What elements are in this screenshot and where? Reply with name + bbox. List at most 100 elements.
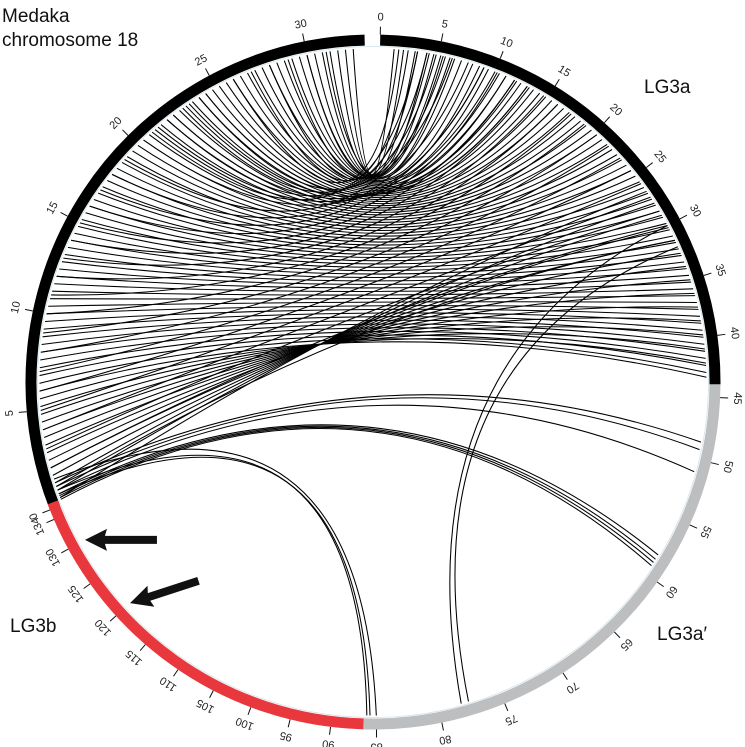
tick-mark: [604, 116, 611, 124]
ideogram-lg3a_prime: [363, 384, 721, 730]
tick-mark: [689, 524, 698, 529]
synteny-link: [39, 334, 707, 377]
synteny-link: [40, 183, 642, 412]
synteny-link: [205, 86, 528, 196]
tick-label: 110: [158, 674, 179, 694]
segment-label-medaka18-line2: chromosome 18: [2, 30, 138, 51]
tick-mark: [710, 462, 719, 466]
tick-mark: [440, 33, 444, 42]
synteny-link: [157, 71, 496, 202]
tick-label: 20: [607, 101, 624, 118]
tick-mark: [139, 644, 146, 651]
synteny-link: [160, 124, 598, 216]
synteny-link: [56, 239, 675, 487]
synteny-link: [111, 173, 640, 240]
tick-mark: [83, 583, 91, 589]
synteny-link: [148, 134, 608, 221]
synteny-link: [198, 56, 446, 190]
synteny-link: [46, 123, 585, 315]
synteny-link: [43, 134, 598, 334]
synteny-link: [352, 49, 395, 175]
tick-label: 55: [697, 524, 713, 540]
synteny-link: [166, 52, 428, 197]
tick-label: 80: [438, 732, 452, 746]
tick-mark: [679, 214, 688, 220]
synteny-link: [56, 274, 690, 289]
tick-label: 105: [195, 696, 217, 715]
ideogram-medaka18: [25, 34, 365, 510]
synteny-link: [48, 252, 681, 461]
synteny-link: [40, 326, 704, 415]
tick-marks: 0 5 10 15 20 25 30 0 5 10 15 20 25 30 35 40 45 50 55 60 65 70…: [4, 11, 744, 747]
synteny-link: [454, 246, 679, 702]
synteny-link: [121, 161, 632, 234]
black-arrow-icon: [130, 577, 200, 607]
tick-mark: [656, 581, 664, 588]
tick-label: 0: [377, 11, 383, 23]
synteny-link: [39, 157, 621, 373]
synteny-link: [151, 51, 419, 201]
synteny-link: [56, 397, 700, 487]
synteny-link: [54, 394, 702, 484]
synteny-link: [56, 103, 559, 280]
synteny-link: [116, 167, 636, 237]
tick-label: 115: [124, 647, 145, 668]
tick-label: 100: [234, 714, 255, 732]
synteny-link: [325, 51, 451, 178]
synteny-link: [41, 317, 701, 423]
ideogram-lg3b: [47, 500, 364, 730]
synteny-link: [283, 60, 481, 183]
synteny-link: [40, 327, 706, 361]
synteny-link: [232, 49, 400, 184]
synteny-link: [89, 73, 500, 235]
tick-mark: [287, 719, 291, 728]
tick-label: 60: [663, 583, 680, 600]
tick-label: 0: [27, 511, 40, 521]
synteny-link: [39, 330, 706, 369]
tick-mark: [173, 669, 179, 677]
tick-mark: [42, 509, 51, 514]
tick-label: 50: [720, 459, 735, 474]
tick-label: 90: [322, 737, 336, 747]
synteny-link: [179, 109, 581, 209]
synteny-link: [188, 80, 518, 197]
synteny-link: [212, 89, 553, 199]
tick-mark: [499, 50, 504, 59]
synteny-links: [39, 49, 707, 716]
synteny-link: [63, 95, 545, 266]
synteny-link: [268, 51, 419, 180]
synteny-link: [111, 62, 469, 219]
tick-mark: [60, 211, 68, 217]
tick-mark: [329, 726, 332, 735]
tick-mark: [122, 129, 129, 136]
synteny-link: [132, 150, 622, 229]
synteny-link: [59, 425, 656, 560]
tick-mark: [554, 78, 560, 87]
synteny-link: [39, 338, 707, 400]
segment-label-lg3b: LG3b: [10, 616, 56, 637]
synteny-link: [77, 225, 670, 265]
tick-label: 130: [44, 546, 63, 568]
synteny-link: [291, 58, 474, 181]
tick-mark: [646, 162, 653, 168]
tick-mark: [717, 333, 726, 336]
tick-mark: [18, 411, 27, 413]
tick-label: 20: [107, 115, 124, 132]
tick-mark: [209, 690, 214, 698]
synteny-link: [46, 210, 660, 450]
tick-mark: [205, 68, 210, 76]
tick-mark: [109, 615, 117, 622]
tick-label: 10: [499, 35, 515, 51]
synteny-link: [276, 62, 489, 184]
tick-label: 85: [370, 741, 382, 747]
synteny-link: [50, 295, 696, 300]
tick-label: 25: [651, 148, 668, 165]
tick-label: 35: [712, 263, 727, 278]
synteny-link: [52, 288, 694, 296]
segment-label-medaka18-line1: Medaka: [2, 6, 70, 27]
ideogram-lg3a: [380, 34, 721, 385]
tick-mark: [302, 33, 305, 42]
tick-label: 45: [731, 392, 744, 405]
synteny-link: [89, 205, 660, 255]
